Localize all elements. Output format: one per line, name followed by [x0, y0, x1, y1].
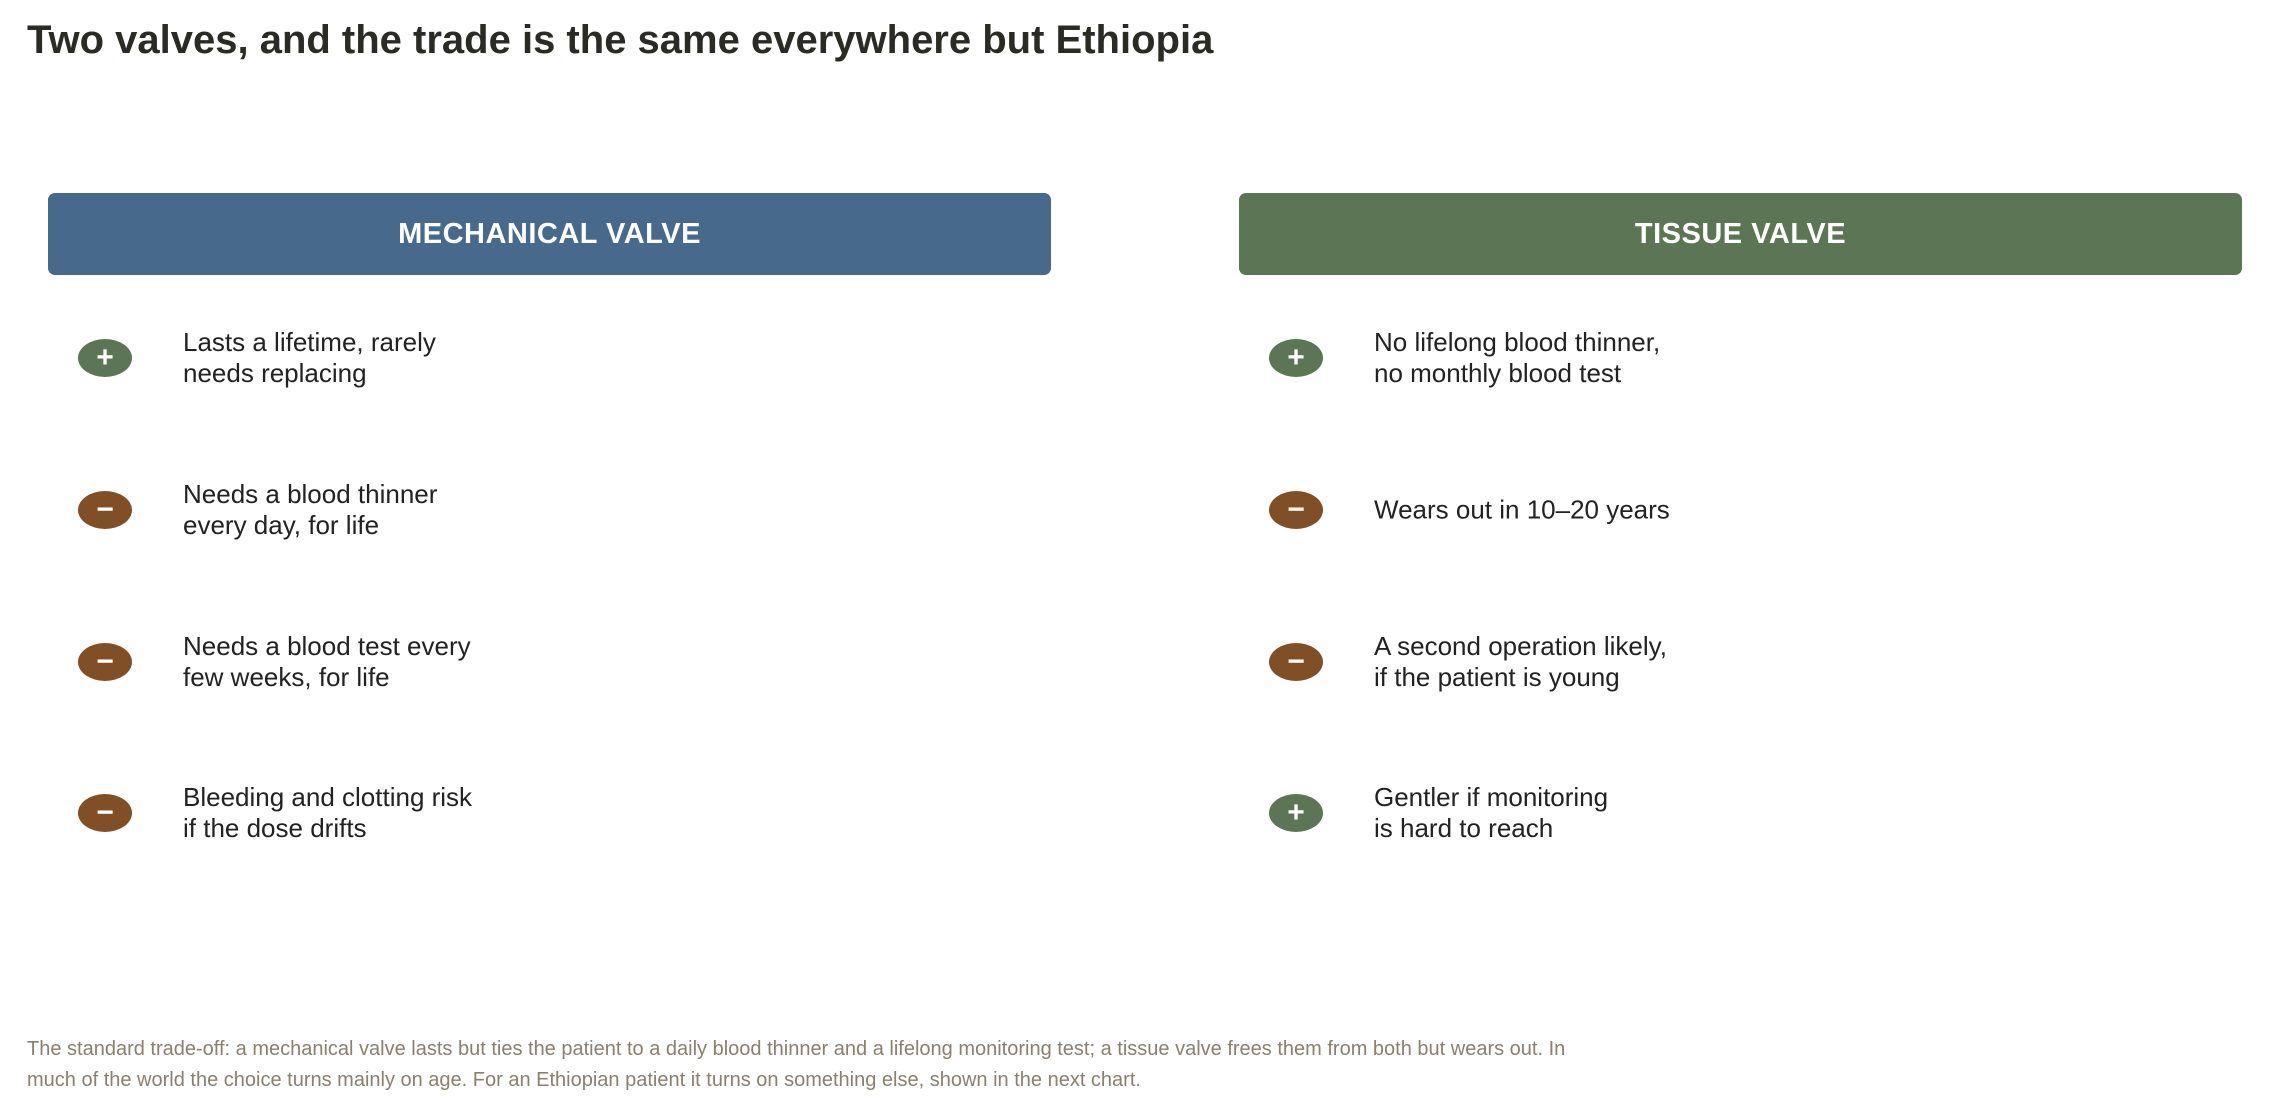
footnote: The standard trade-off: a mechanical val…: [27, 1038, 1566, 1091]
item-text: A second operation likely, if the patient…: [1374, 631, 1667, 693]
title: Two valves, and the trade is the same ev…: [27, 18, 1214, 62]
column-header: MECHANICAL VALVE: [48, 193, 1051, 275]
item-text: Needs a blood test every few weeks, for l…: [183, 631, 471, 693]
pro-badge: +: [1269, 794, 1323, 832]
item-text: No lifelong blood thinner, no monthly blo…: [1374, 327, 1660, 389]
pro-badge: +: [1269, 339, 1323, 377]
con-badge: −: [78, 643, 132, 681]
text-line: Needs a blood thinner: [183, 479, 438, 509]
text-line: needs replacing: [183, 358, 367, 388]
text-line: Wears out in 10–20 years: [1374, 494, 1670, 525]
con-badge: −: [78, 794, 132, 832]
con-badge: −: [1269, 643, 1323, 681]
text-line: Bleeding and clotting risk: [183, 782, 473, 812]
con-badge: −: [1269, 491, 1323, 529]
item-text: Bleeding and clotting risk if the dose dr…: [183, 782, 472, 844]
text-line: A second operation likely,: [1374, 631, 1667, 661]
item-text: Gentler if monitoring is hard to reach: [1374, 782, 1608, 844]
text-line: few weeks, for life: [183, 662, 390, 692]
text-line: is hard to reach: [1374, 813, 1554, 843]
con-badge: −: [78, 491, 132, 529]
text-line: if the dose drifts: [183, 813, 367, 843]
text-line: Gentler if monitoring: [1374, 782, 1609, 812]
text-line: no monthly blood test: [1374, 358, 1622, 388]
text-line: Lasts a lifetime, rarely: [183, 327, 436, 357]
item-text: Needs a blood thinner every day, for life: [183, 479, 437, 541]
text-line: Needs a blood test every: [183, 631, 471, 661]
item-text: Wears out in 10–20 years: [1374, 495, 1670, 526]
text-line: No lifelong blood thinner,: [1374, 327, 1661, 357]
column-header: TISSUE VALVE: [1239, 193, 2242, 275]
text-line: every day, for life: [183, 510, 380, 540]
text-line: if the patient is young: [1374, 662, 1620, 692]
pro-badge: +: [78, 339, 132, 377]
item-text: Lasts a lifetime, rarely needs replacing: [183, 327, 436, 389]
